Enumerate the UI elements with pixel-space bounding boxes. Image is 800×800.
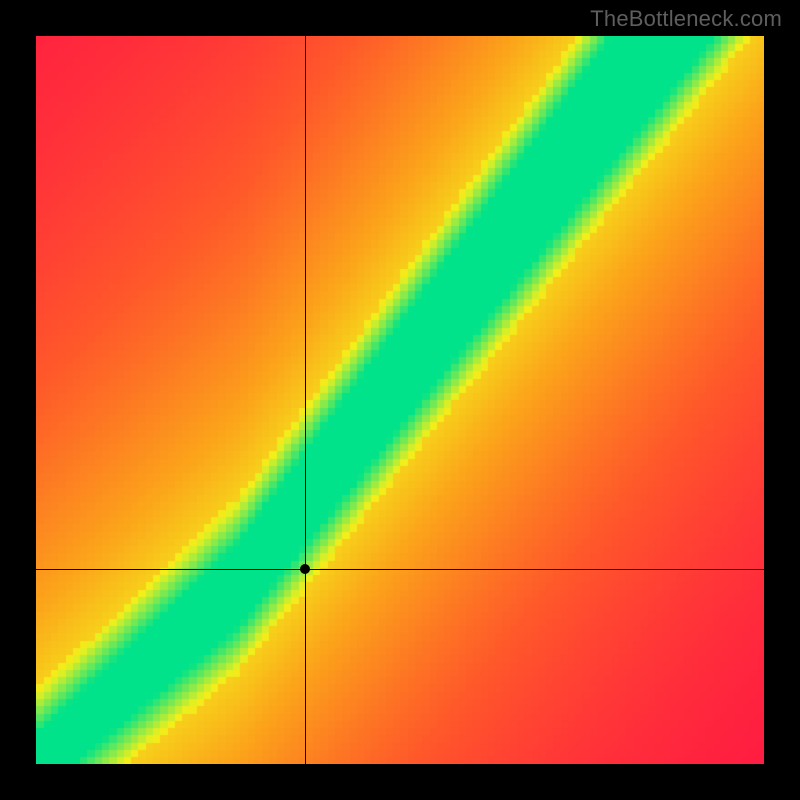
crosshair-marker-dot: [300, 564, 310, 574]
crosshair-vertical: [305, 36, 306, 764]
watermark-label: TheBottleneck.com: [590, 6, 782, 32]
chart-container: TheBottleneck.com: [0, 0, 800, 800]
crosshair-horizontal: [36, 569, 764, 570]
heatmap-plot: [36, 36, 764, 764]
heatmap-canvas: [36, 36, 764, 764]
